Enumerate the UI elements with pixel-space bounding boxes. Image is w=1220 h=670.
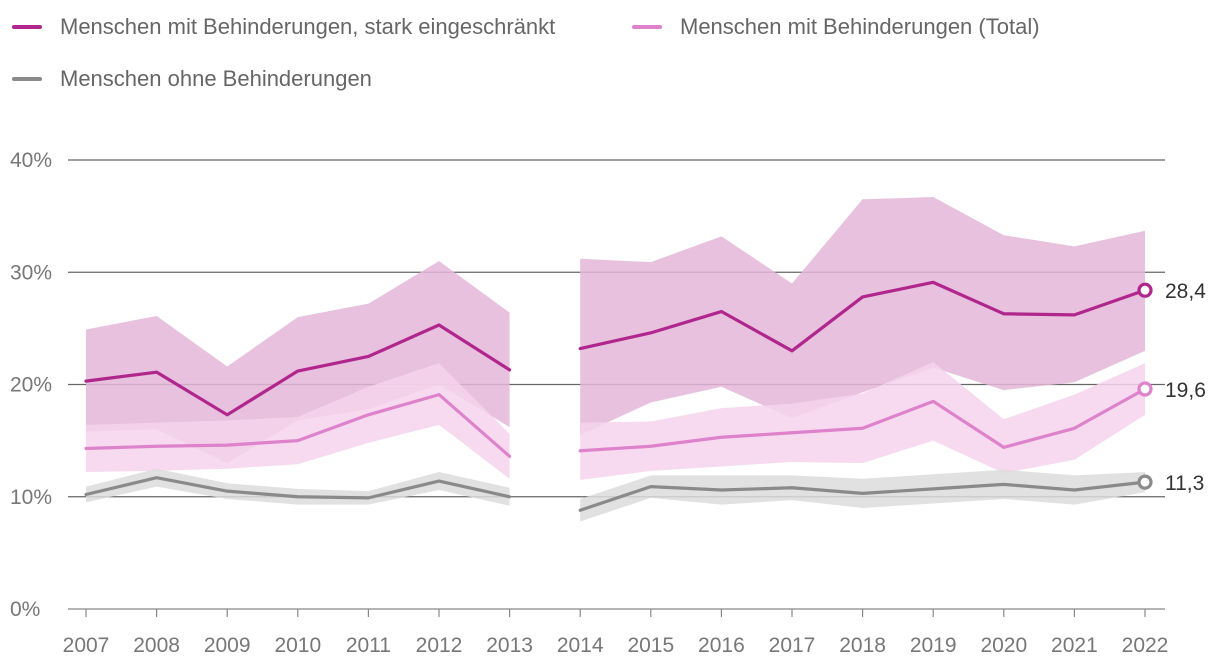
x-tick-label-2019: 2019 bbox=[910, 634, 957, 657]
legend-swatch-total bbox=[632, 25, 662, 29]
x-tick-label-2009: 2009 bbox=[204, 634, 251, 657]
x-tick-label-2018: 2018 bbox=[839, 634, 886, 657]
end-marker-series-2 bbox=[1137, 474, 1153, 490]
band-series-1-segment-0 bbox=[86, 363, 510, 479]
end-label-series-2: 11,3 bbox=[1165, 472, 1204, 495]
x-tick-label-2016: 2016 bbox=[698, 634, 745, 657]
x-tick-label-2013: 2013 bbox=[486, 634, 533, 657]
line-series-2-segment-0 bbox=[84, 476, 512, 500]
band-series-0-segment-0 bbox=[86, 261, 510, 464]
series-lines bbox=[84, 280, 1147, 512]
legend-label-stark-eingeschraenkt: Menschen mit Behinderungen, stark einges… bbox=[60, 14, 556, 39]
x-tick-label-2011: 2011 bbox=[346, 634, 391, 657]
end-labels: 28,4 19,6 11,3 bbox=[1137, 280, 1206, 495]
line-series-1-segment-1 bbox=[578, 387, 1147, 453]
x-tick-label-2020: 2020 bbox=[980, 634, 1027, 657]
y-tick-label-30: 30% bbox=[10, 261, 52, 284]
end-label-series-0: 28,4 bbox=[1165, 280, 1206, 303]
band-series-1-segment-1 bbox=[580, 362, 1145, 480]
band-series-2-segment-1 bbox=[580, 469, 1145, 522]
axes: 0% 10% 20% 30% 40% 2007 2008 2009 2010 2011 2012 20… bbox=[10, 149, 1168, 657]
line-series-0-segment-0 bbox=[84, 323, 512, 417]
band-series-0-segment-1 bbox=[580, 197, 1145, 436]
y-tick-label-40: 40% bbox=[10, 149, 52, 172]
end-label-series-1: 19,6 bbox=[1165, 379, 1206, 402]
line-series-0-segment-1 bbox=[578, 280, 1147, 353]
x-tick-label-2008: 2008 bbox=[133, 634, 180, 657]
x-tick-label-2022: 2022 bbox=[1122, 634, 1169, 657]
x-tick-label-2014: 2014 bbox=[557, 634, 604, 657]
y-tick-label-20: 20% bbox=[10, 374, 52, 397]
y-tick-label-0: 0% bbox=[10, 598, 40, 621]
legend-label-ohne-behinderungen: Menschen ohne Behinderungen bbox=[60, 66, 372, 91]
line-series-2-segment-1 bbox=[578, 480, 1147, 512]
legend-item-stark-eingeschraenkt: Menschen mit Behinderungen, stark einges… bbox=[12, 14, 555, 40]
line-series-1-segment-0 bbox=[84, 393, 512, 458]
x-tick-label-2021: 2021 bbox=[1051, 634, 1098, 657]
end-marker-series-0 bbox=[1137, 282, 1153, 298]
end-marker-series-1 bbox=[1137, 381, 1153, 397]
x-tick-label-2017: 2017 bbox=[769, 634, 816, 657]
legend-label-total: Menschen mit Behinderungen (Total) bbox=[680, 14, 1040, 39]
confidence-bands bbox=[86, 197, 1145, 522]
legend-item-total: Menschen mit Behinderungen (Total) bbox=[632, 14, 1040, 40]
band-series-2-segment-0 bbox=[86, 468, 510, 506]
x-tick-label-2012: 2012 bbox=[416, 634, 463, 657]
legend-swatch-ohne-behinderungen bbox=[12, 77, 42, 81]
legend-swatch-stark-eingeschraenkt bbox=[12, 25, 42, 29]
x-tick-label-2007: 2007 bbox=[63, 634, 110, 657]
x-tick-label-2015: 2015 bbox=[627, 634, 674, 657]
y-tick-label-10: 10% bbox=[10, 486, 52, 509]
x-tick-label-2010: 2010 bbox=[274, 634, 321, 657]
legend-item-ohne-behinderungen: Menschen ohne Behinderungen bbox=[12, 66, 372, 92]
